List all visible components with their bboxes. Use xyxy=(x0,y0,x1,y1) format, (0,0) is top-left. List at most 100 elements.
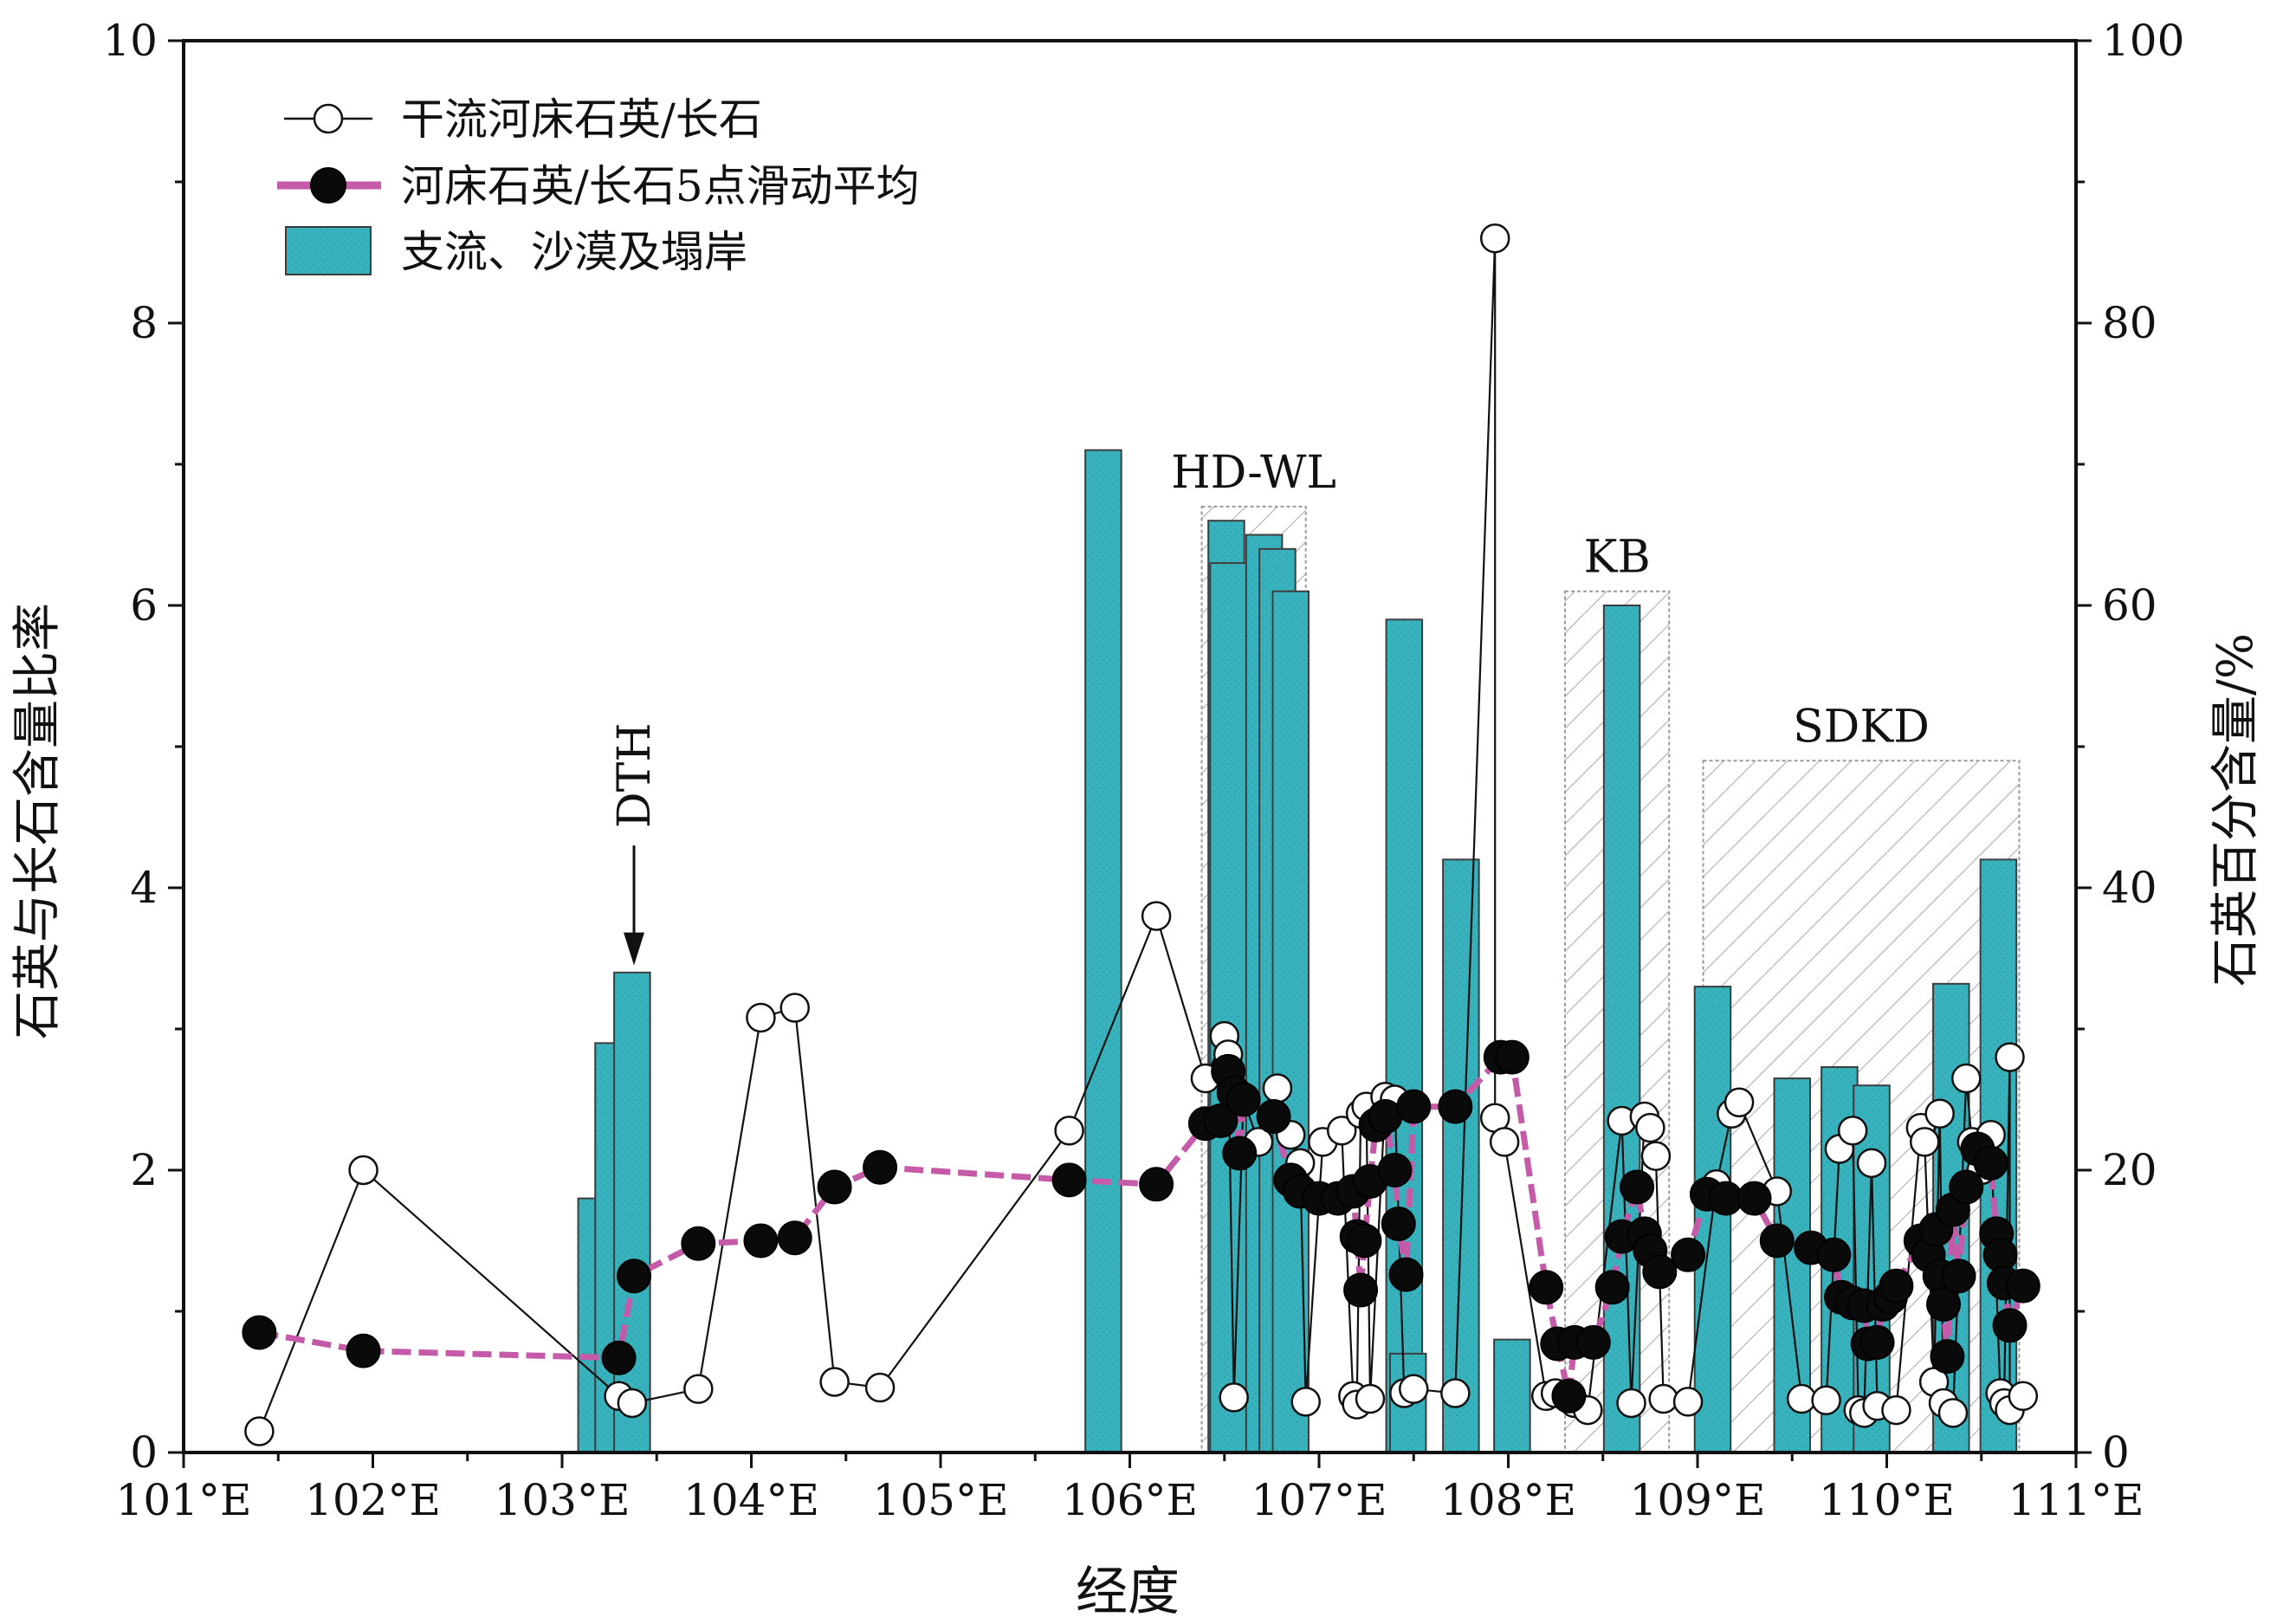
data-point-moving-average xyxy=(1941,1258,1976,1294)
legend-label-bars: 支流、沙漠及塌岸 xyxy=(401,227,747,277)
x-tick-label: 101°E xyxy=(116,1475,252,1525)
data-point-moving-average xyxy=(1551,1378,1587,1414)
data-point-main xyxy=(1399,1374,1429,1404)
data-point-moving-average xyxy=(863,1149,898,1185)
x-tick-label: 111°E xyxy=(2008,1475,2144,1525)
x-tick-label: 105°E xyxy=(873,1475,1009,1525)
data-point-main xyxy=(1262,1073,1293,1103)
data-point-moving-average xyxy=(1992,1308,2028,1343)
data-point-moving-average xyxy=(1203,1103,1239,1138)
data-point-moving-average xyxy=(1575,1324,1611,1360)
data-point-moving-average xyxy=(1879,1268,1914,1304)
data-point-main xyxy=(1489,1127,1520,1157)
data-point-main xyxy=(1951,1063,1982,1094)
data-point-main xyxy=(1219,1382,1249,1413)
bar xyxy=(1084,449,1122,1454)
data-point-moving-average xyxy=(1226,1082,1261,1117)
data-point-moving-average xyxy=(1381,1206,1416,1241)
data-point-main xyxy=(1909,1127,1940,1157)
y-right-tick-label: 80 xyxy=(2102,298,2157,348)
data-point-moving-average xyxy=(1926,1286,1962,1322)
data-point-moving-average xyxy=(1859,1324,1895,1360)
x-tick-label: 106°E xyxy=(1062,1475,1198,1525)
x-tick-label: 103°E xyxy=(495,1475,631,1525)
bar xyxy=(1853,1084,1891,1453)
data-point-moving-average xyxy=(1377,1153,1413,1187)
data-point-moving-average xyxy=(1494,1039,1530,1075)
data-point-moving-average xyxy=(1529,1270,1564,1305)
main-series-markers xyxy=(244,223,2039,1446)
data-point-moving-average xyxy=(777,1220,812,1256)
data-point-moving-average xyxy=(1594,1270,1630,1305)
data-point-moving-average xyxy=(1973,1145,2008,1181)
data-point-moving-average xyxy=(617,1258,652,1294)
data-point-main xyxy=(244,1416,275,1446)
data-point-moving-average xyxy=(1051,1162,1087,1198)
data-point-main xyxy=(746,1002,776,1033)
data-point-main xyxy=(1786,1383,1817,1414)
data-point-moving-average xyxy=(681,1226,716,1261)
x-tick-label: 104°E xyxy=(683,1475,819,1525)
data-point-main xyxy=(1440,1378,1471,1408)
legend-item-main-series: 干流河床石英/长石 xyxy=(284,94,762,145)
bar xyxy=(613,971,651,1454)
data-point-moving-average xyxy=(1949,1169,1984,1205)
data-point-main xyxy=(1640,1141,1672,1171)
data-point-main xyxy=(1856,1148,1887,1179)
data-point-main xyxy=(2008,1381,2039,1412)
data-point-moving-average xyxy=(1222,1136,1258,1171)
data-point-moving-average xyxy=(1396,1089,1432,1124)
legend-item-bars: 支流、沙漠及塌岸 xyxy=(285,226,747,277)
y-right-tick-label: 20 xyxy=(2102,1145,2157,1195)
y-left-tick-label: 6 xyxy=(130,580,158,631)
x-axis-title: 经度 xyxy=(1076,1562,1180,1622)
data-point-main xyxy=(1355,1383,1386,1414)
data-point-moving-average xyxy=(242,1315,277,1350)
data-point-main xyxy=(1672,1387,1704,1417)
ticks-layer: 101°E 102°E 103°E 104°E 105°E 106°E 107°E 108°E… xyxy=(102,16,2184,1525)
bar xyxy=(1209,562,1247,1453)
data-point-moving-average xyxy=(1816,1237,1852,1272)
data-point-main xyxy=(1937,1398,1969,1428)
data-point-moving-average xyxy=(1347,1223,1382,1258)
x-tick-label: 110°E xyxy=(1819,1475,1955,1525)
data-point-main xyxy=(1141,901,1172,931)
data-point-main xyxy=(819,1367,850,1397)
data-point-main xyxy=(1881,1394,1911,1426)
data-point-moving-average xyxy=(2005,1268,2040,1304)
data-point-main xyxy=(348,1155,378,1186)
data-point-main xyxy=(864,1372,896,1403)
data-point-moving-average xyxy=(1737,1181,1772,1216)
y-left-tick-label: 2 xyxy=(130,1145,158,1195)
data-point-main xyxy=(683,1374,714,1404)
bar xyxy=(1442,858,1480,1453)
data-point-moving-average xyxy=(1930,1339,1965,1375)
x-tick-label: 102°E xyxy=(305,1475,441,1525)
legend-label-main-series: 干流河床石英/长石 xyxy=(401,94,762,145)
annotation-label: DTH xyxy=(609,722,661,828)
data-point-main xyxy=(1924,1098,1955,1129)
data-point-moving-average xyxy=(1671,1237,1706,1272)
zone-label: KB xyxy=(1584,532,1651,584)
data-point-main xyxy=(617,1388,648,1419)
data-point-moving-average xyxy=(1759,1223,1795,1258)
data-point-moving-average xyxy=(817,1169,852,1205)
y-axis-left-title: 石英与长石含量比率 xyxy=(10,603,66,1039)
y-right-tick-label: 100 xyxy=(2102,16,2184,66)
y-left-tick-label: 10 xyxy=(102,16,158,66)
y-right-tick-label: 60 xyxy=(2102,580,2157,631)
y-axis-right-title: 石英百分含量/% xyxy=(2208,633,2264,987)
x-tick-label: 109°E xyxy=(1630,1475,1766,1525)
bar xyxy=(1493,1338,1531,1453)
data-point-moving-average xyxy=(1388,1257,1424,1292)
data-point-main xyxy=(1054,1116,1084,1146)
data-point-main xyxy=(1616,1388,1646,1419)
data-point-main xyxy=(1724,1087,1755,1118)
data-point-moving-average xyxy=(1642,1254,1678,1290)
y-left-tick-label: 0 xyxy=(130,1427,158,1478)
data-point-main xyxy=(1837,1116,1868,1146)
data-point-moving-average xyxy=(601,1340,637,1375)
data-point-main xyxy=(779,993,811,1023)
y-right-tick-label: 40 xyxy=(2102,863,2157,913)
